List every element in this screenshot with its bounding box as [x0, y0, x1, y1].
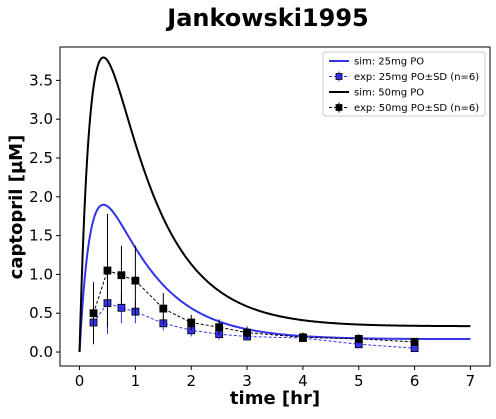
data-point	[117, 271, 126, 280]
x-tick-label: 6	[410, 372, 420, 390]
x-tick-label: 2	[186, 372, 196, 390]
data-point	[89, 309, 98, 318]
data-point	[103, 266, 112, 275]
x-tick-label: 1	[131, 372, 141, 390]
plot-frame	[59, 46, 491, 367]
y-tick-label: 3.0	[29, 110, 53, 128]
data-point	[299, 333, 307, 342]
sim-line-0	[78, 203, 471, 353]
legend-box	[322, 51, 486, 117]
data-point	[410, 338, 419, 346]
x-tick-label: 0	[75, 372, 85, 390]
sim-line-2	[78, 56, 471, 353]
x-axis-label: time [hr]	[230, 388, 320, 409]
data-point	[131, 276, 140, 285]
data-point	[243, 328, 251, 337]
legend-entry-label: exp: 50mg PO±SD (n=6)	[354, 103, 479, 114]
data-point	[354, 334, 363, 343]
x-tick-label: 7	[466, 372, 476, 390]
y-tick-label: 1.5	[29, 227, 53, 245]
y-tick-label: 0.5	[29, 304, 53, 322]
legend-entry-label: sim: 50mg PO	[354, 88, 424, 99]
legend-entry-label: exp: 25mg PO±SD (n=6)	[354, 72, 479, 83]
chart-title: Jankowski1995	[165, 4, 368, 32]
y-tick-label: 3.5	[29, 71, 53, 89]
exp-series-3	[89, 213, 419, 346]
data-point	[159, 304, 168, 313]
data-point	[187, 318, 196, 327]
data-point	[117, 303, 126, 312]
x-tick-label: 3	[242, 372, 252, 390]
legend-swatch-marker	[335, 104, 343, 111]
plot-area: 0 1 2 3 4 5 6 7 0.0 0.5 1.0 1.5 2.0 2.5 3.0 3.5	[29, 46, 491, 390]
data-point	[215, 323, 224, 332]
y-tick-label: 1.0	[29, 265, 53, 283]
y-tick-label: 2.5	[29, 149, 53, 167]
legend: sim: 25mg PO exp: 25mg PO±SD (n=6) sim: 50…	[322, 51, 486, 117]
y-tick-label: 2.0	[29, 188, 53, 206]
legend-swatch-marker	[335, 73, 343, 80]
x-tick-label: 5	[354, 372, 364, 390]
y-axis-label: captopril [µM]	[6, 135, 27, 280]
x-tick-label: 4	[298, 372, 308, 390]
legend-entry-label: sim: 25mg PO	[354, 57, 424, 68]
y-tick-label: 0.0	[29, 343, 53, 361]
